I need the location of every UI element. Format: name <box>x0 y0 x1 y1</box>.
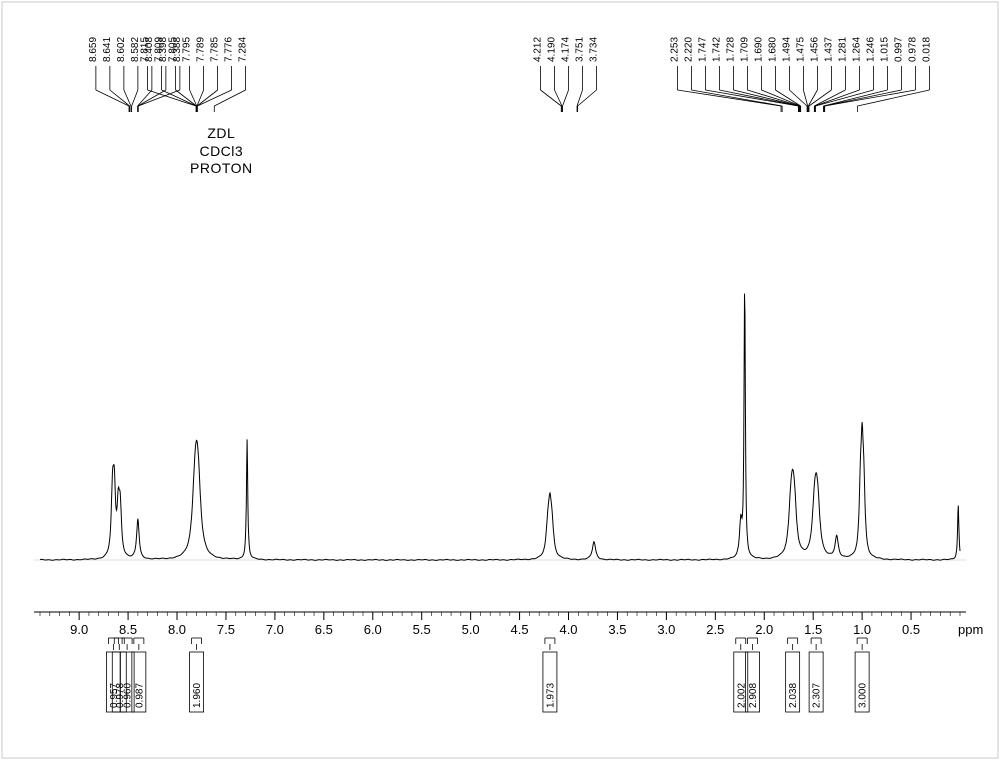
axis-tick-label: 7.0 <box>266 622 284 637</box>
axis-tick-label: 9.0 <box>70 622 88 637</box>
axis-tick-label: 6.0 <box>364 622 382 637</box>
peak-ppm-label: 1.709 <box>739 37 750 62</box>
peak-ppm-label: 1.281 <box>837 37 848 62</box>
axis-tick-label: 3.5 <box>608 622 626 637</box>
integral-value: 2.038 <box>788 683 799 708</box>
peak-ppm-label: 2.220 <box>683 37 694 62</box>
peak-ppm-label: 0.997 <box>893 37 904 62</box>
axis-tick-label: 8.0 <box>168 622 186 637</box>
peak-ppm-label: 4.174 <box>561 37 572 62</box>
peak-ppm-label: 7.789 <box>196 37 207 62</box>
integral-value: 2.908 <box>748 683 759 708</box>
axis-tick-label: 8.5 <box>119 622 137 637</box>
peak-ppm-label: 8.659 <box>88 37 99 62</box>
axis-tick-label: 1.0 <box>853 622 871 637</box>
axis-unit-label: ppm <box>958 622 983 637</box>
axis-tick-label: 3.0 <box>657 622 675 637</box>
sample-label-line: CDCl3 <box>190 143 253 161</box>
peak-ppm-label: 1.246 <box>865 37 876 62</box>
peak-ppm-label: 1.015 <box>879 37 890 62</box>
axis-tick-label: 5.0 <box>462 622 480 637</box>
axis-tick-label: 6.5 <box>315 622 333 637</box>
peak-ppm-label: 1.728 <box>725 37 736 62</box>
peak-ppm-label: 8.602 <box>116 37 127 62</box>
peak-ppm-label: 7.776 <box>224 37 235 62</box>
axis-tick-label: 2.0 <box>755 622 773 637</box>
integral-value: 0.987 <box>134 683 145 708</box>
peak-ppm-label: 4.190 <box>547 37 558 62</box>
peak-ppm-label: 3.734 <box>589 37 600 62</box>
peak-ppm-label: 1.475 <box>795 37 806 62</box>
axis-tick-label: 4.0 <box>559 622 577 637</box>
spectrum-trace <box>40 294 960 561</box>
axis-tick-label: 5.5 <box>413 622 431 637</box>
peak-ppm-label: 7.815 <box>140 37 151 62</box>
peak-ppm-label: 7.785 <box>210 37 221 62</box>
integral-value: 1.973 <box>545 683 556 708</box>
peak-ppm-label: 1.494 <box>781 37 792 62</box>
nmr-spectrum-figure: 9.0 8.5 8.0 7.5 7.0 6.5 6.0 5.5 5.0 4.5 4.0 3.5 3.0 2… <box>0 0 1000 760</box>
nmr-svg-canvas: 9.0 8.5 8.0 7.5 7.0 6.5 6.0 5.5 5.0 4.5 4.0 3.5 3.0 2… <box>0 0 1000 760</box>
axis-tick-label: 7.5 <box>217 622 235 637</box>
axis-tick-label: 0.5 <box>902 622 920 637</box>
peak-ppm-label: 7.284 <box>238 37 249 62</box>
peak-ppm-label: 1.437 <box>823 37 834 62</box>
peak-ppm-label: 7.809 <box>154 37 165 62</box>
peak-ppm-label: 2.253 <box>669 37 680 62</box>
integral-value: 3.000 <box>858 683 869 708</box>
sample-label: ZDLCDCl3PROTON <box>190 125 253 178</box>
peak-ppm-label: 0.978 <box>907 37 918 62</box>
peak-ppm-label: 3.751 <box>575 37 586 62</box>
peak-ppm-label: 0.018 <box>921 37 932 62</box>
peak-ppm-label: 1.264 <box>851 37 862 62</box>
peak-ppm-label: 7.795 <box>182 37 193 62</box>
peak-ppm-label: 4.212 <box>533 37 544 62</box>
peak-ppm-label: 1.680 <box>767 37 778 62</box>
peak-ppm-label: 1.742 <box>711 37 722 62</box>
peak-ppm-label: 8.641 <box>102 37 113 62</box>
axis-tick-label: 2.5 <box>706 622 724 637</box>
integral-value: 2.307 <box>812 683 823 708</box>
axis-tick-label: 4.5 <box>511 622 529 637</box>
integral-value: 1.960 <box>192 683 203 708</box>
axis-tick-label: 1.5 <box>804 622 822 637</box>
peak-ppm-label: 1.747 <box>697 37 708 62</box>
peak-ppm-label: 1.456 <box>809 37 820 62</box>
peak-ppm-label: 7.805 <box>168 37 179 62</box>
sample-label-line: PROTON <box>190 160 253 178</box>
peak-ppm-label: 1.690 <box>753 37 764 62</box>
sample-label-line: ZDL <box>190 125 253 143</box>
